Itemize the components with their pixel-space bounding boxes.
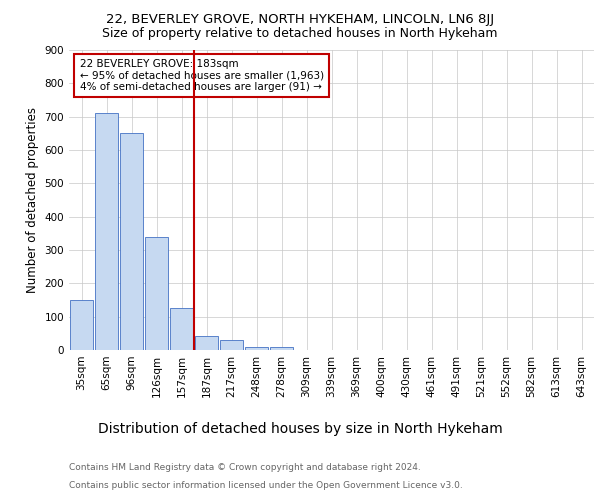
Bar [245, 346, 268, 350]
Bar [120, 134, 143, 350]
Bar [170, 308, 193, 350]
Text: Contains HM Land Registry data © Crown copyright and database right 2024.: Contains HM Land Registry data © Crown c… [69, 464, 421, 472]
Y-axis label: Number of detached properties: Number of detached properties [26, 107, 39, 293]
Bar [220, 340, 243, 350]
Bar [70, 300, 93, 350]
Text: 22 BEVERLEY GROVE: 183sqm
← 95% of detached houses are smaller (1,963)
4% of sem: 22 BEVERLEY GROVE: 183sqm ← 95% of detac… [79, 59, 323, 92]
Bar [195, 336, 218, 350]
Bar [95, 114, 118, 350]
Text: Contains public sector information licensed under the Open Government Licence v3: Contains public sector information licen… [69, 481, 463, 490]
Bar [270, 348, 293, 350]
Text: Size of property relative to detached houses in North Hykeham: Size of property relative to detached ho… [102, 28, 498, 40]
Text: 22, BEVERLEY GROVE, NORTH HYKEHAM, LINCOLN, LN6 8JJ: 22, BEVERLEY GROVE, NORTH HYKEHAM, LINCO… [106, 12, 494, 26]
Text: Distribution of detached houses by size in North Hykeham: Distribution of detached houses by size … [98, 422, 502, 436]
Bar [145, 236, 168, 350]
